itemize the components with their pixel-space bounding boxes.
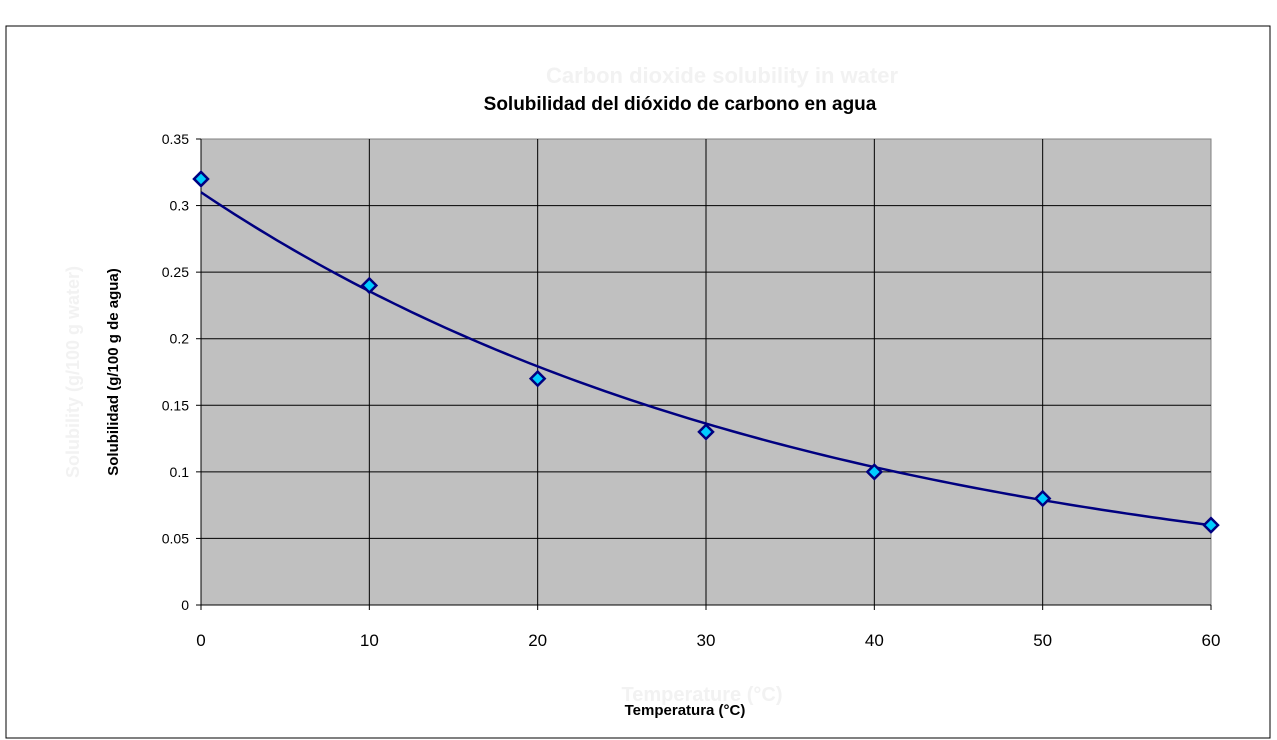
x-axis-title: Temperatura (°C) (625, 702, 746, 719)
data-point (360, 276, 379, 295)
y-tick-label: 0.2 (170, 331, 190, 347)
x-axis-ticks: 0 10 20 30 40 50 60 (196, 604, 1221, 650)
data-point (697, 423, 715, 441)
y-tick-label: 0.05 (162, 530, 189, 546)
y-axis-title: Solubilidad (g/100 g de agua) (105, 268, 122, 476)
x-tick-label: 10 (360, 631, 379, 650)
x-tick-label: 0 (196, 631, 205, 650)
x-tick-label: 30 (697, 631, 716, 650)
faded-chart-title: Carbon dioxide solubility in water (546, 63, 898, 88)
y-tick-label: 0.1 (170, 464, 190, 480)
y-tick-label: 0.35 (162, 131, 189, 147)
data-points (192, 170, 1220, 534)
faded-x-axis-title: Temperature (°C) (622, 684, 783, 706)
x-tick-label: 20 (528, 631, 547, 650)
data-point (192, 170, 210, 188)
x-tick-label: 60 (1202, 631, 1221, 650)
y-tick-label: 0 (181, 597, 189, 613)
y-axis-ticks: 0 0.05 0.1 0.15 0.2 0.25 0.3 0.35 (162, 131, 202, 613)
data-point (1033, 489, 1052, 508)
y-tick-label: 0.3 (170, 198, 190, 214)
data-point (528, 369, 547, 388)
x-tick-label: 50 (1033, 631, 1052, 650)
faded-y-axis-title: Solubility (g/100 g water) (63, 266, 83, 478)
data-point (865, 463, 884, 481)
y-tick-label: 0.15 (162, 397, 189, 413)
grid (201, 139, 1211, 605)
y-tick-label: 0.25 (162, 264, 189, 280)
chart-title: Solubilidad del dióxido de carbono en ag… (484, 94, 877, 115)
x-tick-label: 40 (865, 631, 884, 650)
data-point (1202, 516, 1220, 534)
